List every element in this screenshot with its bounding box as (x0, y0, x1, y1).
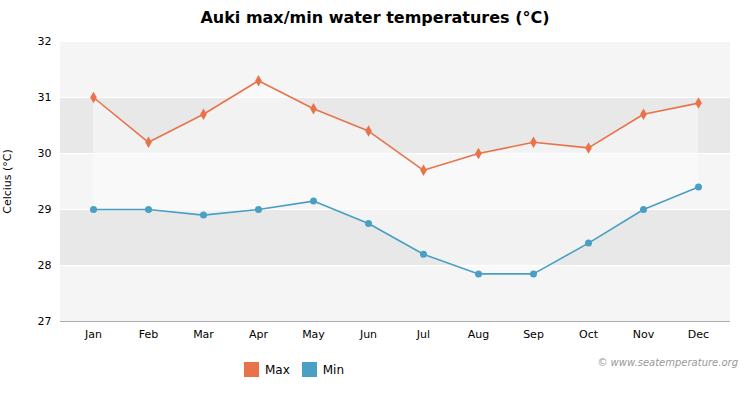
svg-text:Dec: Dec (688, 328, 709, 341)
svg-text:Mar: Mar (193, 328, 214, 341)
html-text:Max: Max (264, 362, 290, 377)
svg-text:Jun: Jun (359, 328, 377, 341)
svg-text:Nov: Nov (633, 328, 655, 341)
svg-text:31: 31 (38, 91, 52, 104)
html-text:Auki max/min water temperature: Auki max/min water temperatures (°C) (200, 8, 550, 27)
svg-text:Oct: Oct (579, 328, 599, 341)
svg-text:May: May (302, 328, 325, 341)
svg-text:Feb: Feb (139, 328, 158, 341)
svg-text:Celcius (°C): Celcius (°C) (1, 149, 14, 214)
svg-text:27: 27 (38, 315, 52, 328)
svg-text:Jul: Jul (416, 328, 430, 341)
svg-text:30: 30 (38, 147, 52, 160)
svg-text:28: 28 (38, 259, 52, 272)
svg-text:29: 29 (38, 203, 52, 216)
svg-text:Sep: Sep (523, 328, 544, 341)
svg-text:Jan: Jan (84, 328, 102, 341)
svg-text:32: 32 (38, 35, 52, 48)
html-text:Min: Min (322, 362, 344, 377)
svg-text:Aug: Aug (468, 328, 489, 341)
svg-text:Apr: Apr (249, 328, 269, 341)
html-text:© www.seatemperature.org: © www.seatemperature.org (597, 357, 738, 368)
